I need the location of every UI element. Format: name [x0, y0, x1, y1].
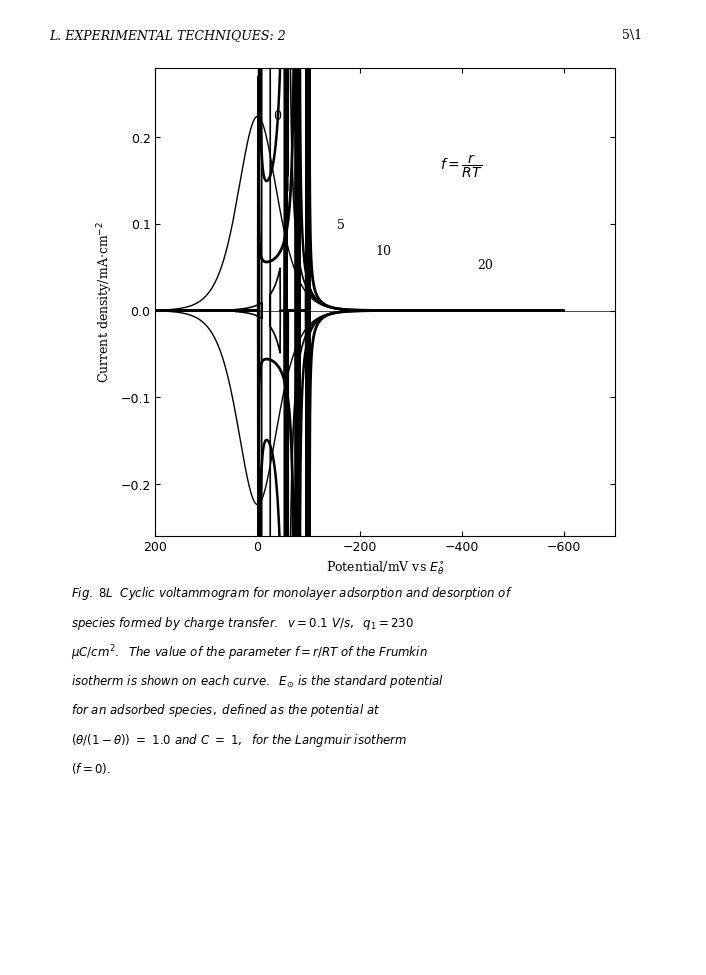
Text: $\it{isotherm\ is\ shown\ on\ each\ curve.}$  $\it{E_{\odot}\ is\ the\ standard\: $\it{isotherm\ is\ shown\ on\ each\ curv…	[71, 673, 443, 689]
Y-axis label: Current density/mA$\cdot$cm$^{-2}$: Current density/mA$\cdot$cm$^{-2}$	[95, 221, 114, 383]
Text: L. EXPERIMENTAL TECHNIQUES: 2: L. EXPERIMENTAL TECHNIQUES: 2	[49, 29, 286, 42]
Text: $\it{for\ an\ adsorbed\ species,\ defined\ as\ the\ potential\ at}$: $\it{for\ an\ adsorbed\ species,\ define…	[71, 702, 380, 719]
Text: $\it{species\ formed\ by\ charge\ transfer.}$  $\it{v = 0.1\ V/s,}$  $\it{q_1 = : $\it{species\ formed\ by\ charge\ transf…	[71, 614, 413, 631]
Text: 20: 20	[477, 259, 492, 272]
Text: $f = \dfrac{r}{RT}$: $f = \dfrac{r}{RT}$	[440, 152, 483, 179]
Text: $\it{Fig.\ 8L}$  $\it{Cyclic\ voltammogram\ for\ monolayer\ adsorption\ and\ des: $\it{Fig.\ 8L}$ $\it{Cyclic\ voltammogra…	[71, 585, 512, 602]
Text: $\it{(\theta/(1-\theta))\ =\ 1.0\ and\ C\ =\ 1,\ \ for\ the\ Langmuir\ isotherm}: $\it{(\theta/(1-\theta))\ =\ 1.0\ and\ C…	[71, 731, 407, 748]
Text: 10: 10	[375, 245, 390, 257]
Text: 5: 5	[336, 218, 345, 232]
Text: $\it{(f = 0).}$: $\it{(f = 0).}$	[71, 760, 110, 775]
Text: $\it{\mu C/cm^2.}$  $\it{The\ value\ of\ the\ parameter\ f = r/RT\ of\ the\ Frum: $\it{\mu C/cm^2.}$ $\it{The\ value\ of\ …	[71, 644, 427, 663]
Text: 0: 0	[273, 110, 280, 123]
X-axis label: Potential/mV vs $E^{\circ}_{\theta}$: Potential/mV vs $E^{\circ}_{\theta}$	[325, 560, 444, 577]
Text: 5\1: 5\1	[621, 29, 641, 42]
